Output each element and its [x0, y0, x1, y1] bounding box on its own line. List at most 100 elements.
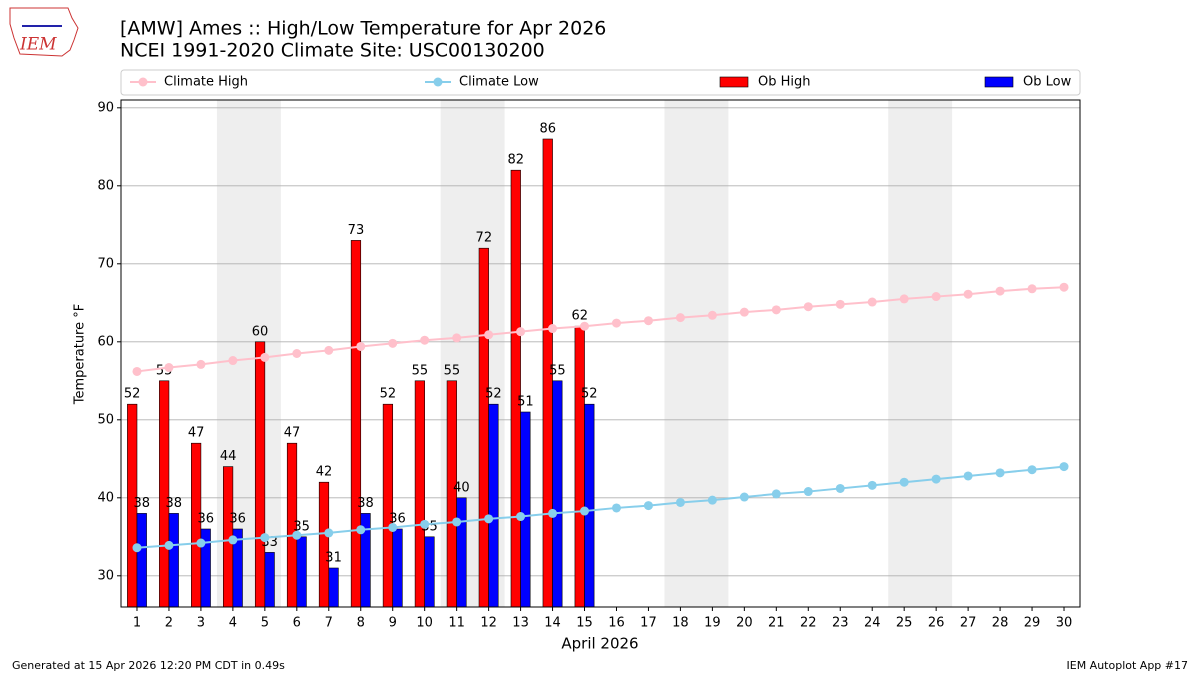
value-label: 55	[549, 363, 566, 378]
point	[707, 310, 717, 320]
x-tick-label: 12	[480, 616, 497, 631]
line	[136, 465, 1065, 549]
footer-left: Generated at 15 Apr 2026 12:20 PM CDT in…	[12, 659, 285, 672]
value-label: 73	[348, 223, 365, 238]
point	[196, 538, 206, 548]
point	[611, 503, 621, 513]
point	[995, 286, 1005, 296]
bar	[510, 169, 521, 608]
point	[484, 330, 494, 340]
legend-box	[120, 69, 1081, 96]
bar	[136, 513, 147, 608]
point	[516, 327, 526, 337]
bar	[584, 403, 595, 608]
point	[228, 356, 238, 366]
point	[931, 474, 941, 484]
y-tick-label: 40	[97, 490, 114, 505]
legend-label: Ob Low	[1023, 75, 1072, 90]
value-label: 60	[252, 324, 269, 339]
bar	[488, 403, 499, 608]
value-label: 44	[220, 449, 237, 464]
x-tick-label: 4	[229, 616, 237, 631]
point	[164, 540, 174, 550]
x-tick-label: 15	[576, 616, 593, 631]
point	[739, 492, 749, 502]
legend-label: Ob High	[758, 75, 811, 90]
point	[1027, 284, 1037, 294]
value-label: 52	[485, 387, 502, 402]
y-tick-label: 90	[97, 100, 114, 115]
x-tick-label: 23	[832, 616, 849, 631]
weekend-shade	[888, 100, 953, 607]
point	[867, 480, 877, 490]
logo: IEM	[9, 7, 79, 57]
point	[324, 345, 334, 355]
y-tick-label: 70	[97, 256, 114, 271]
legend-marker	[433, 77, 443, 87]
point	[643, 316, 653, 326]
value-label: 36	[197, 512, 214, 527]
point	[963, 471, 973, 481]
point	[643, 501, 653, 511]
y-tick-label: 30	[97, 568, 114, 583]
value-label: 31	[325, 551, 342, 566]
bar	[168, 513, 179, 608]
value-label: 52	[124, 387, 141, 402]
bar	[318, 481, 330, 608]
value-label: 47	[284, 426, 301, 441]
point	[132, 543, 142, 553]
point	[356, 341, 366, 351]
point	[899, 294, 909, 304]
bar	[478, 247, 489, 608]
x-tick-label: 8	[357, 616, 365, 631]
x-tick-label: 29	[1024, 616, 1041, 631]
bar	[414, 380, 425, 608]
legend-label: Climate Low	[459, 75, 539, 90]
x-tick-label: 6	[293, 616, 301, 631]
x-tick-label: 7	[325, 616, 333, 631]
x-tick-label: 28	[992, 616, 1009, 631]
bar	[424, 536, 435, 608]
x-tick-label: 21	[768, 616, 785, 631]
point	[132, 366, 142, 376]
point	[707, 495, 717, 505]
point	[771, 489, 781, 499]
value-label: 52	[581, 387, 598, 402]
bar	[520, 411, 531, 608]
value-label: 36	[229, 512, 246, 527]
point	[324, 528, 334, 538]
x-tick-label: 16	[608, 616, 625, 631]
point	[675, 497, 685, 507]
x-tick-label: 13	[512, 616, 529, 631]
legend-label: Climate High	[164, 75, 248, 90]
x-tick-label: 10	[416, 616, 433, 631]
point	[516, 512, 526, 522]
value-label: 62	[571, 309, 588, 324]
bar	[552, 380, 563, 608]
point	[611, 318, 621, 328]
value-label: 38	[357, 496, 374, 511]
x-tick-label: 9	[389, 616, 397, 631]
x-tick-label: 30	[1056, 616, 1073, 631]
point	[899, 477, 909, 487]
value-label: 40	[453, 480, 470, 495]
x-tick-label: 11	[448, 616, 465, 631]
point	[420, 519, 430, 529]
bar	[382, 403, 394, 608]
point	[675, 313, 685, 323]
bar	[574, 325, 585, 608]
value-label: 42	[316, 465, 333, 480]
point	[1059, 462, 1069, 472]
point	[803, 487, 813, 497]
point	[356, 525, 366, 535]
x-axis-label: April 2026	[561, 635, 638, 653]
x-tick-label: 17	[640, 616, 657, 631]
x-tick-label: 18	[672, 616, 689, 631]
point	[548, 508, 558, 518]
bar	[264, 552, 275, 608]
y-tick-label: 60	[97, 334, 114, 349]
x-tick-label: 22	[800, 616, 817, 631]
point	[995, 468, 1005, 478]
footer-right: IEM Autoplot App #17	[1067, 659, 1189, 672]
point	[484, 514, 494, 524]
